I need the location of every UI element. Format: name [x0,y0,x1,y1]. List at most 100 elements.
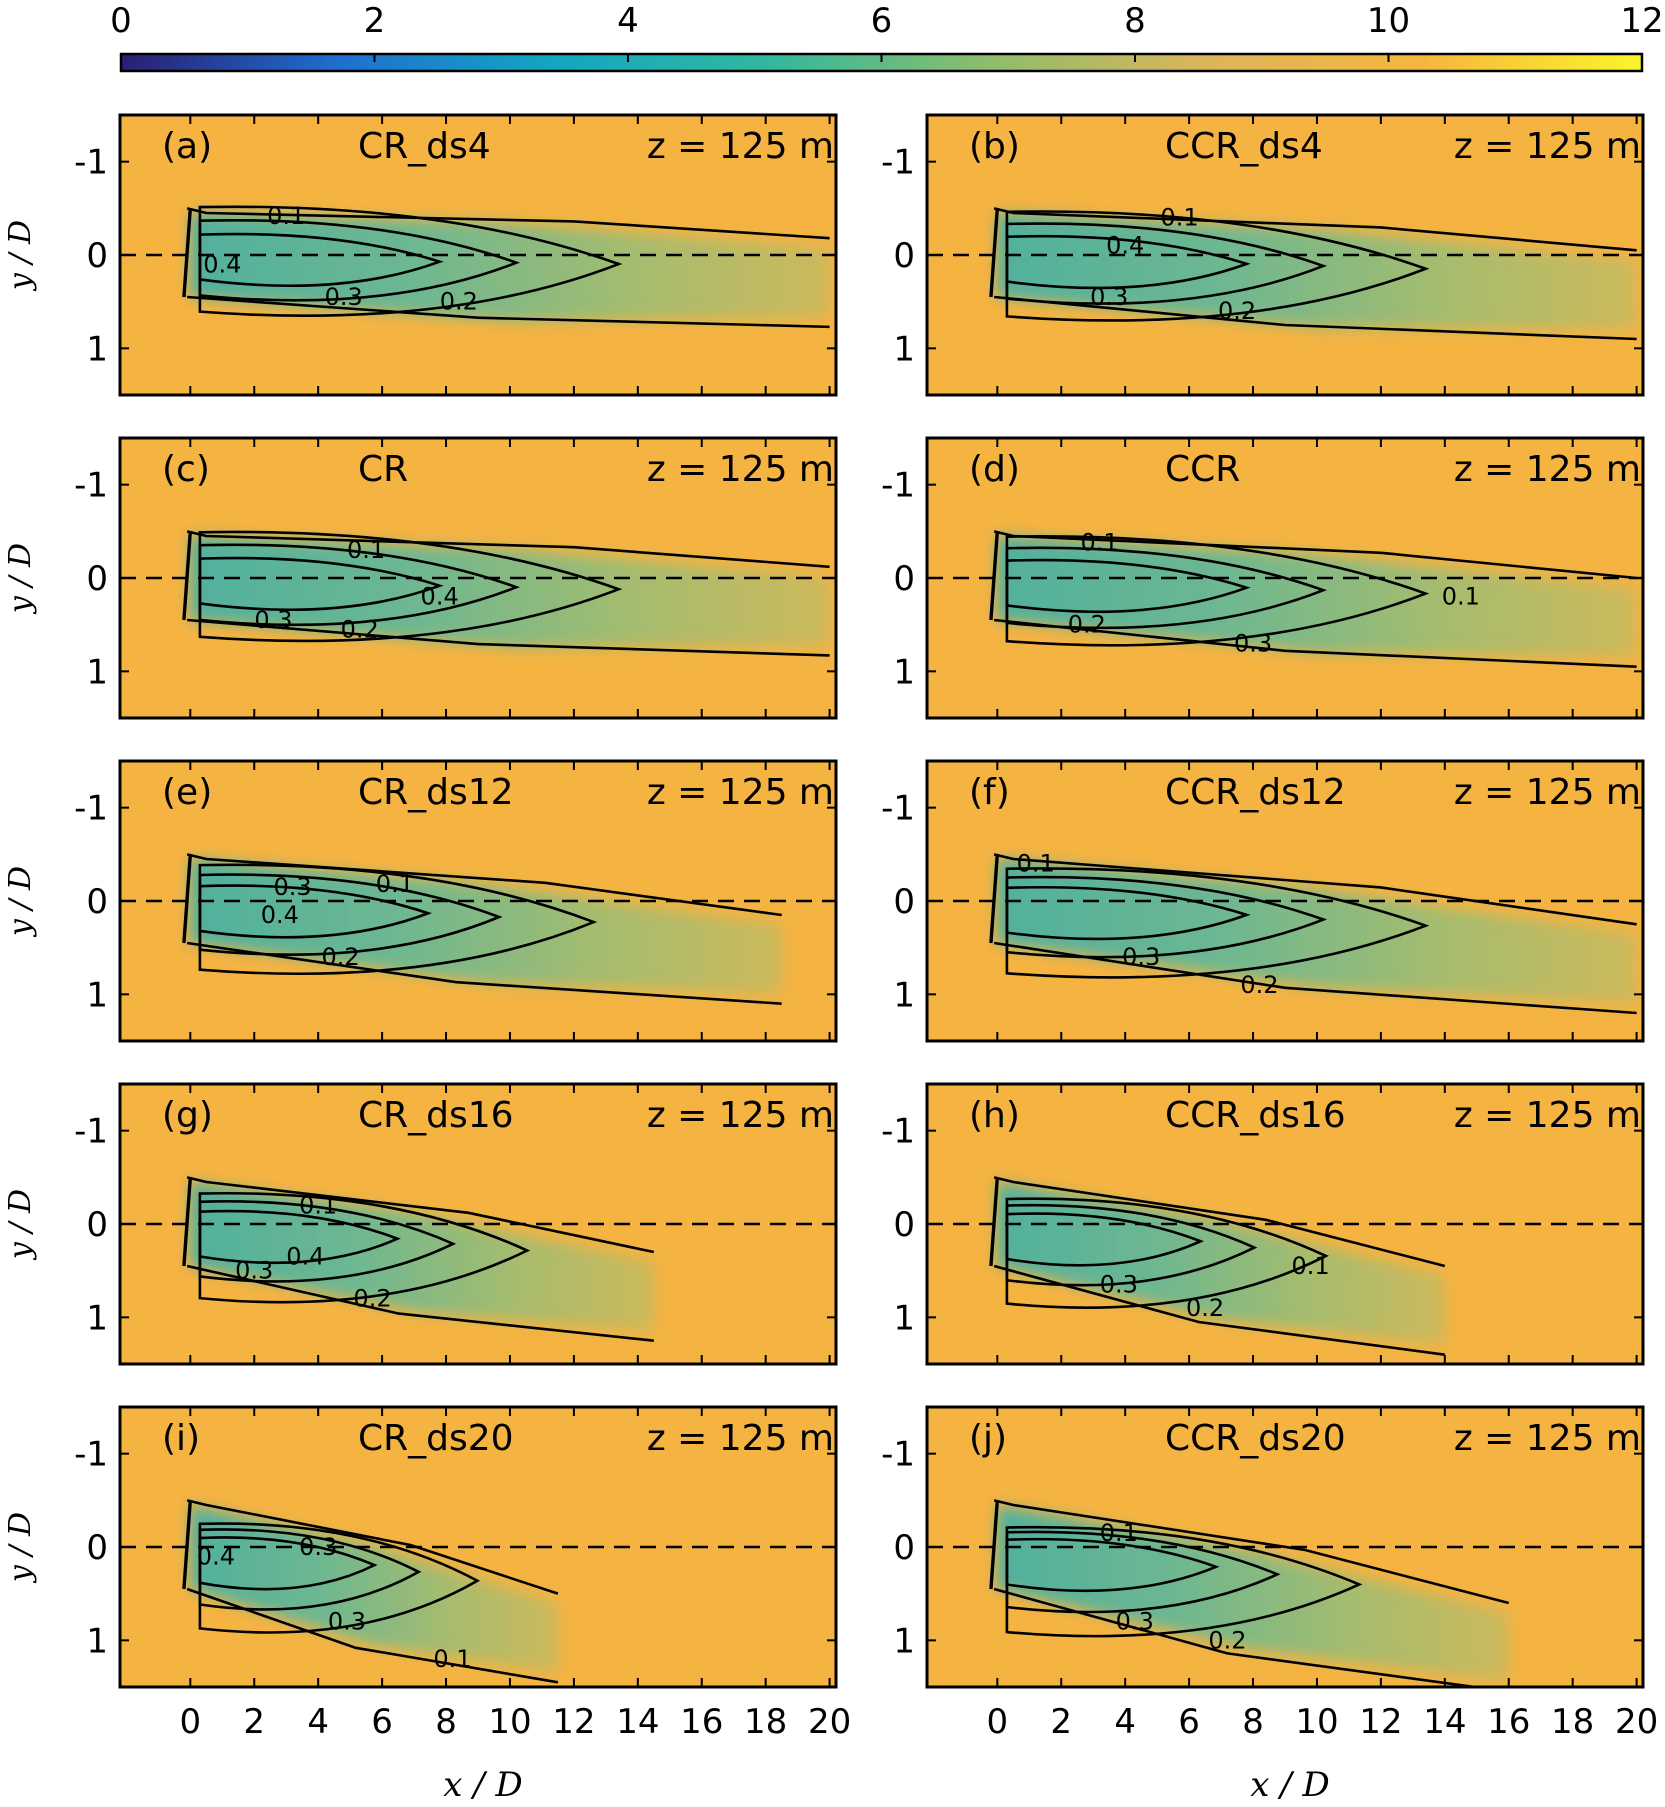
panel-height: z = 125 m [647,449,834,490]
contour-line [1005,875,1328,959]
contour-line [1005,1197,1329,1309]
y-tick-label: -1 [74,466,108,506]
contour-line [182,531,193,621]
contour-label: 0.1 [299,1191,337,1219]
contour-label: 0.1 [433,1645,471,1673]
y-tick-label: 0 [893,882,915,922]
colorbar: 0 2 4 6 8 10 12 [110,1,1664,73]
contour-label: 0.2 [1068,611,1106,639]
y-axis-label: y / D [3,543,38,615]
contour-label: 0.1 [376,870,414,898]
colorbar-tick-label: 6 [871,1,893,41]
contour-label: 0.3 [235,1257,273,1285]
y-axis-label: y / D [3,1512,38,1584]
x-tick-label: 16 [1487,1702,1530,1742]
x-tick-label: 16 [680,1702,723,1742]
y-tick-label: 0 [86,1205,108,1245]
x-tick-label: 14 [1423,1702,1466,1742]
x-tick-label: 4 [1114,1702,1136,1742]
contour-line [198,530,623,643]
y-tick-label: 0 [86,1528,108,1568]
colorbar-tick-label: 10 [1367,1,1410,41]
panel-tag: (e) [162,772,212,813]
contour-line [1005,546,1328,630]
x-tick-label: 10 [1295,1702,1338,1742]
contour-line [186,1176,655,1254]
contour-line [198,232,444,288]
y-tick-label: 1 [893,652,915,692]
panel-tag: (b) [969,126,1020,167]
x-tick-label: 18 [744,1702,787,1742]
contour-label: 0.3 [254,606,292,634]
panel-tag: (j) [969,1418,1007,1459]
contour-label: 0.3 [1100,1271,1138,1299]
x-tick-label: 12 [1359,1702,1402,1742]
contour-label: 0.3 [1116,1608,1154,1636]
contour-label: 0.4 [261,901,299,929]
x-tick-label: 10 [488,1702,531,1742]
x-tick-label: 18 [1551,1702,1594,1742]
panel-c: 0.1 0.4 0.3 0.2 -1 0 1 y / D (c) CR z = 125 m [3,436,838,720]
y-tick-label: -1 [74,143,108,183]
panel-b: 0.1 0.4 0.3 0.2 -1 0 1 (b) CCR_ds4 z = 125 m [881,113,1645,397]
x-tick-label: 20 [1615,1702,1658,1742]
contour-line [989,1500,1000,1590]
contour-label: 0.1 [347,536,385,564]
y-tick-label: -1 [74,1435,108,1475]
y-tick-label: 0 [893,559,915,599]
panel-d: 0.1 0.1 0.2 0.3 -1 0 1 (d) CCR z = 125 m [881,436,1645,720]
contour-label: 0.2 [1240,971,1278,999]
contour-label: 0.4 [286,1243,324,1271]
panel-case: CR_ds4 [358,126,491,167]
panel-case: CCR_ds16 [1165,1095,1346,1136]
y-axis-label: y / D [3,220,38,292]
contour-line [182,1177,193,1267]
contour-line [1005,1525,1363,1638]
panel-case: CR_ds20 [358,1418,514,1459]
contour-label: 0.1 [1442,583,1480,611]
y-tick-label: 1 [86,1298,108,1338]
panel-height: z = 125 m [1454,449,1641,490]
y-tick-label: 0 [893,1528,915,1568]
contour-label: 0.4 [1106,232,1144,260]
contour-line [1005,558,1251,614]
wake-region [190,213,830,322]
y-tick-label: 0 [86,236,108,276]
x-tick-label: 20 [808,1702,851,1742]
panel-case: CCR_ds20 [1165,1418,1346,1459]
y-tick-label: 1 [86,975,108,1015]
contour-line [198,1191,531,1304]
contour-line [187,618,830,657]
colorbar-tick-label: 0 [110,1,132,41]
y-tick-label: 1 [86,329,108,369]
contour-label: 0.3 [1090,283,1128,311]
contour-line [1005,1203,1258,1287]
y-tick-label: -1 [881,143,915,183]
y-axis-label: y / D [3,866,38,938]
contour-label: 0.2 [1186,1294,1224,1322]
contour-label: 0.3 [325,283,363,311]
contour-line [1005,234,1251,290]
wake-region [997,1505,1509,1683]
contour-label: 0.4 [197,1542,235,1570]
panel-case: CCR_ds12 [1165,772,1346,813]
colorbar-tick-label: 2 [364,1,386,41]
contour-line [182,208,193,298]
contour-label: 0.1 [267,202,305,230]
x-tick-label: 6 [1178,1702,1200,1742]
panel-height: z = 125 m [647,1095,834,1136]
y-tick-label: 0 [893,236,915,276]
contour-label: 0.3 [274,873,312,901]
y-tick-label: -1 [881,466,915,506]
contour-label: 0.3 [328,1608,366,1636]
x-tick-label: 2 [1050,1702,1072,1742]
contour-label: 0.1 [1017,850,1055,878]
panel-height: z = 125 m [1454,1418,1641,1459]
panel-height: z = 125 m [1454,126,1641,167]
contour-line [1005,1212,1204,1267]
y-tick-label: -1 [74,789,108,829]
y-tick-label: 0 [86,882,108,922]
